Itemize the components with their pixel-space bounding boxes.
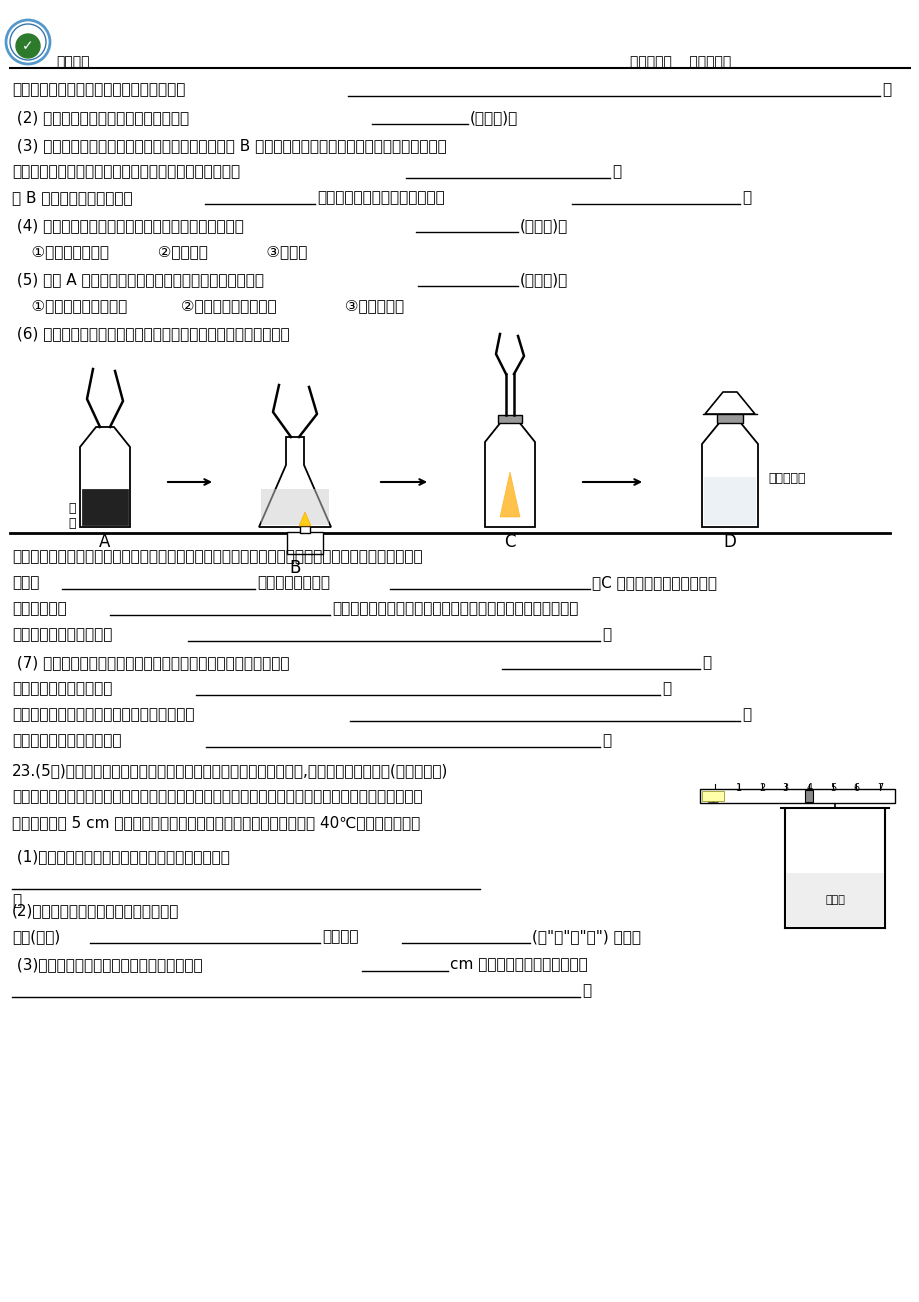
Text: (7) 做铁丝在氧气中燃烧的实验时，把铁丝绕成螺旋状，其作用是: (7) 做铁丝在氧气中燃烧的实验时，把铁丝绕成螺旋状，其作用是 xyxy=(12,655,289,671)
Text: (2) 要收集一瓶纯净的氧气，应选择装置: (2) 要收集一瓶纯净的氧气，应选择装置 xyxy=(12,109,189,125)
Text: (4) 若实验时用此法代替高锰酸钾加热制取氧气优点是: (4) 若实验时用此法代替高锰酸钾加热制取氧气优点是 xyxy=(12,217,244,233)
Text: 5: 5 xyxy=(829,783,835,793)
Text: C: C xyxy=(504,533,516,551)
Text: (1)向烧杯内加入适量水，与生石灰反应的目的是：: (1)向烧杯内加入适量水，与生石灰反应的目的是： xyxy=(12,849,230,865)
Text: ；: ； xyxy=(12,893,21,907)
Text: 澄清石灰水: 澄清石灰水 xyxy=(767,473,805,486)
Text: ；C 图中，木炭在氧气中燃烧: ；C 图中，木炭在氧气中燃烧 xyxy=(591,575,716,590)
Text: ，: ， xyxy=(611,164,620,178)
Bar xyxy=(300,526,310,533)
Text: 用 B 装置收集氧气的方法是: 用 B 装置收集氧气的方法是 xyxy=(12,190,132,204)
Text: (6) 下图所示是木炭在氧气中燃烧的实验操作，试回答下列问题：: (6) 下图所示是木炭在氧气中燃烧的实验操作，试回答下列问题： xyxy=(12,326,289,341)
Text: cm 处，据此可得出的结论是：: cm 处，据此可得出的结论是： xyxy=(449,957,587,973)
Text: 写出反应文字表达式并注明基本反应类型：: 写出反应文字表达式并注明基本反应类型： xyxy=(12,82,185,98)
Text: ；: ； xyxy=(662,681,670,697)
Bar xyxy=(699,789,894,803)
Text: B: B xyxy=(289,559,301,577)
Polygon shape xyxy=(499,473,519,517)
Text: 法，可利用此方法收集的原因是: 法，可利用此方法收集的原因是 xyxy=(317,190,444,204)
Text: 天骄教育: 天骄教育 xyxy=(56,55,89,69)
Text: ✓: ✓ xyxy=(22,39,34,53)
Text: (填"左"或"右") 移动。: (填"左"或"右") 移动。 xyxy=(531,930,641,944)
Text: ，活塞向: ，活塞向 xyxy=(322,930,358,944)
Polygon shape xyxy=(261,490,329,525)
Text: 伸入瓶口、瓶中、瓶底，都未见木条复燃，其原因可能是: 伸入瓶口、瓶中、瓶底，都未见木条复燃，其原因可能是 xyxy=(12,164,240,178)
Text: 。: 。 xyxy=(601,628,610,642)
Text: 白磷(足量): 白磷(足量) xyxy=(12,930,60,944)
Text: ①生成物只有氧气          ②不需加热            ③需加热: ①生成物只有氧气 ②不需加热 ③需加热 xyxy=(12,243,307,259)
Bar xyxy=(701,792,723,801)
Bar xyxy=(716,414,743,423)
Text: 后果是: 后果是 xyxy=(12,575,40,590)
Text: 。: 。 xyxy=(881,82,891,98)
Text: 发生的现象是: 发生的现象是 xyxy=(12,602,67,616)
Circle shape xyxy=(16,34,40,59)
Polygon shape xyxy=(701,422,757,527)
Text: (填编号)。: (填编号)。 xyxy=(519,272,568,286)
Text: 4: 4 xyxy=(805,783,811,793)
Text: (5) 装置 A 中反应很剧烈，据此提出实验安全注意事项是: (5) 装置 A 中反应很剧烈，据此提出实验安全注意事项是 xyxy=(12,272,264,286)
Text: 活塞处在刻度 5 cm 处。已知石灰与水反应能产生大量的热，温度达到 40℃时白磷能自燃。: 活塞处在刻度 5 cm 处。已知石灰与水反应能产生大量的热，温度达到 40℃时白… xyxy=(12,815,420,829)
Text: A: A xyxy=(99,533,110,551)
Text: 集气瓶里预先要装入少量的细沙或水，原因是: 集气瓶里预先要装入少量的细沙或水，原因是 xyxy=(12,707,194,723)
Text: (填字母)。: (填字母)。 xyxy=(470,109,517,125)
Text: 生石灰: 生石灰 xyxy=(824,894,844,905)
Polygon shape xyxy=(704,392,754,414)
Text: 白磷: 白磷 xyxy=(707,792,718,802)
Text: 木
炭: 木 炭 xyxy=(68,503,75,530)
Text: 3: 3 xyxy=(782,783,788,793)
Text: (2)可观察到玻璃管内开始发生的现象：: (2)可观察到玻璃管内开始发生的现象： xyxy=(12,904,179,918)
Text: 。: 。 xyxy=(582,983,591,999)
Bar xyxy=(804,790,812,802)
Polygon shape xyxy=(80,427,130,527)
Text: 6: 6 xyxy=(853,783,858,793)
Text: 实验中可观察到的现象是: 实验中可观察到的现象是 xyxy=(12,681,112,697)
Text: ；: ； xyxy=(701,655,710,671)
Bar xyxy=(785,874,883,927)
Text: 中部有一可左右滑动的活塞，活塞左端管内密封有空气，活塞右端的玻璃管口跟空气连通，实验开始前: 中部有一可左右滑动的活塞，活塞左端管内密封有空气，活塞右端的玻璃管口跟空气连通，… xyxy=(12,789,422,805)
Polygon shape xyxy=(299,512,311,526)
Text: ①控制液体的滴加速度           ②用体积较小的锥形瓶              ③加热反应物: ①控制液体的滴加速度 ②用体积较小的锥形瓶 ③加热反应物 xyxy=(12,298,403,312)
Polygon shape xyxy=(484,422,535,527)
Polygon shape xyxy=(703,477,755,525)
Text: 23.(5分)某同学用右图所示的装置粗略地测定空气中氧气的体积分数,图中烧杯上方玻璃管(预先固定好): 23.(5分)某同学用右图所示的装置粗略地测定空气中氧气的体积分数,图中烧杯上方… xyxy=(12,763,448,779)
Text: ，正确的操作应是: ，正确的操作应是 xyxy=(256,575,330,590)
Text: (3) 某同学在观察到锥形瓶内有大量气泡时，开始用 B 装置收集氧气，过一段时间后，用带火星的木条: (3) 某同学在观察到锥形瓶内有大量气泡时，开始用 B 装置收集氧气，过一段时间… xyxy=(12,138,447,154)
Text: ；: ； xyxy=(742,707,750,723)
Text: D: D xyxy=(722,533,735,551)
Text: 水，振荡，发生的现象是: 水，振荡，发生的现象是 xyxy=(12,628,112,642)
Polygon shape xyxy=(259,437,331,527)
Text: 写出这一反应的文字表达式: 写出这一反应的文字表达式 xyxy=(12,733,121,749)
Text: 。: 。 xyxy=(601,733,610,749)
Text: (3)实验结束，恢复到常温后，活塞应停在约: (3)实验结束，恢复到常温后，活塞应停在约 xyxy=(12,957,202,973)
Bar xyxy=(287,533,323,553)
Text: ；燃烧停止后，取出坩埚钳，往集气瓶里加入少量的澄清石灰: ；燃烧停止后，取出坩埚钳，往集气瓶里加入少量的澄清石灰 xyxy=(332,602,578,616)
Polygon shape xyxy=(82,490,128,525)
Bar xyxy=(497,415,521,423)
Text: (填编号)。: (填编号)。 xyxy=(519,217,568,233)
Text: 。: 。 xyxy=(742,190,750,204)
Text: 1: 1 xyxy=(734,783,741,793)
Text: 2: 2 xyxy=(758,783,765,793)
Text: 铸就新梦想    成就新未来: 铸就新梦想 成就新未来 xyxy=(630,55,731,69)
Text: 7: 7 xyxy=(876,783,882,793)
Text: 做木炭在氧气中燃烧的实验时，如果一开始就把红热的木炭很快地插入盛氧气的集气瓶底部，会出现的: 做木炭在氧气中燃烧的实验时，如果一开始就把红热的木炭很快地插入盛氧气的集气瓶底部… xyxy=(12,549,422,564)
